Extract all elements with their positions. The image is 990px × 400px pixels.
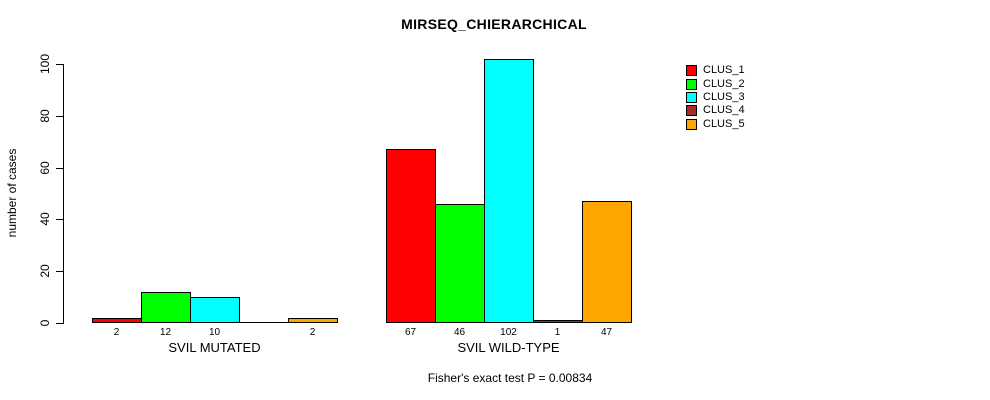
bar-value-label: 47 <box>600 327 613 338</box>
y-axis-tick <box>56 323 63 324</box>
legend-item-clus-4: CLUS_4 <box>686 104 745 117</box>
bar-value-label: 2 <box>113 327 120 338</box>
legend-swatch-clus-2 <box>686 78 697 90</box>
y-axis-label: number of cases <box>5 148 19 238</box>
legend-label: CLUS_4 <box>703 104 745 117</box>
y-axis-tick-label: 40 <box>38 212 52 226</box>
bar-value-label: 102 <box>500 327 517 338</box>
bar-value-label: 12 <box>159 327 172 338</box>
y-axis-tick <box>56 219 63 220</box>
y-axis-tick-label: 80 <box>38 109 52 123</box>
bar-clus-5-svil-mutated <box>288 318 338 323</box>
bar-clus-4-svil-wild-type <box>533 320 583 323</box>
y-axis-tick <box>56 64 63 65</box>
legend: CLUS_1 CLUS_2 CLUS_3 CLUS_4 CLUS_5 <box>686 64 745 131</box>
bar-value-label: 1 <box>554 327 561 338</box>
y-axis-tick <box>56 116 63 117</box>
legend-swatch-clus-1 <box>686 65 697 77</box>
legend-item-clus-2: CLUS_2 <box>686 77 745 90</box>
legend-item-clus-3: CLUS_3 <box>686 91 745 104</box>
y-axis-tick-label: 100 <box>38 53 52 75</box>
bar-clus-1-svil-mutated <box>92 318 142 323</box>
legend-swatch-clus-5 <box>686 118 697 130</box>
legend-item-clus-1: CLUS_1 <box>686 64 745 77</box>
bar-value-label: 10 <box>208 327 221 338</box>
bar-clus-1-svil-wild-type <box>386 149 436 323</box>
y-axis-tick-label: 20 <box>38 264 52 278</box>
y-axis-tick-label: 60 <box>38 161 52 175</box>
bar-clus-5-svil-wild-type <box>582 201 632 323</box>
bar-clus-2-svil-wild-type <box>435 204 485 323</box>
y-axis-tick <box>56 271 63 272</box>
bar-clus-4-svil-mutated <box>239 322 289 323</box>
legend-label: CLUS_1 <box>703 64 745 77</box>
group-label-svil-mutated: SVIL MUTATED <box>168 340 261 355</box>
group-label-svil-wild-type: SVIL WILD-TYPE <box>457 340 560 355</box>
bar-value-label: 67 <box>404 327 417 338</box>
bar-clus-2-svil-mutated <box>141 292 191 323</box>
legend-swatch-clus-3 <box>686 91 697 103</box>
bar-value-label: 46 <box>453 327 466 338</box>
bar-value-label: 2 <box>309 327 316 338</box>
legend-label: CLUS_3 <box>703 90 745 103</box>
legend-label: CLUS_5 <box>703 117 745 130</box>
y-axis-tick <box>56 168 63 169</box>
chart-title: MIRSEQ_CHIERARCHICAL <box>401 16 587 32</box>
bar-clus-3-svil-wild-type <box>484 59 534 323</box>
bar-clus-3-svil-mutated <box>190 297 240 323</box>
y-axis-line <box>63 64 64 324</box>
annotation-text: Fisher's exact test P = 0.00834 <box>427 371 593 385</box>
legend-swatch-clus-4 <box>686 105 697 117</box>
legend-item-clus-5: CLUS_5 <box>686 118 745 131</box>
legend-label: CLUS_2 <box>703 77 745 90</box>
y-axis-tick-label: 0 <box>38 319 52 327</box>
